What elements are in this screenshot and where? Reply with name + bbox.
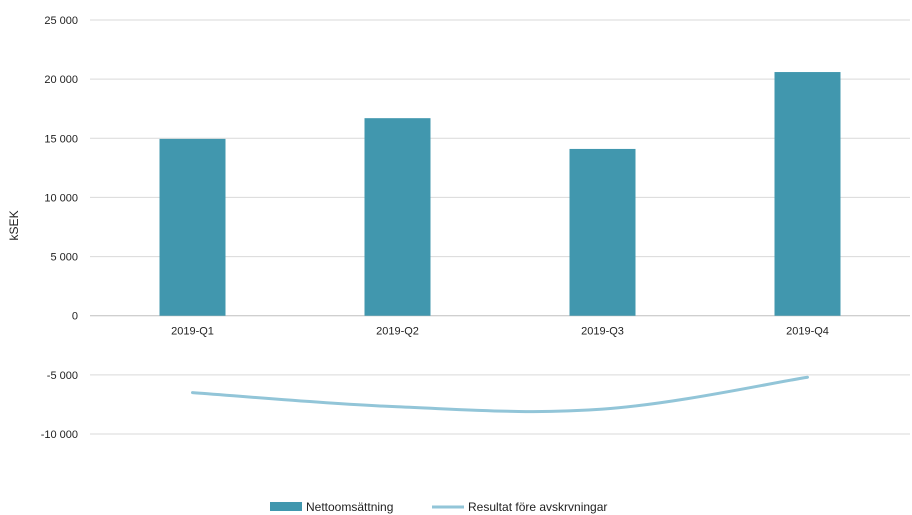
x-axis-ticks: 2019-Q1 2019-Q2 2019-Q3 2019-Q4: [171, 326, 829, 338]
y-tick-label: -5 000: [47, 370, 78, 382]
y-tick-label: 20 000: [44, 74, 78, 86]
legend-label-nettoomsattning: Nettoomsättning: [306, 500, 393, 514]
line-resultat: [191, 375, 809, 414]
y-tick-label: 5 000: [50, 252, 78, 264]
y-axis-ticks: 25 000 20 000 15 000 10 000 5 000 0 -5 000 -10 …: [41, 15, 78, 441]
bar-2019-q4: [774, 72, 841, 316]
x-tick-label: 2019-Q3: [581, 326, 624, 338]
x-tick-label: 2019-Q4: [786, 326, 829, 338]
x-tick-label: 2019-Q2: [376, 326, 419, 338]
y-axis-label: kSEK: [7, 210, 21, 240]
legend-swatch-nettoomsattning: [270, 502, 302, 511]
bar-series: [159, 72, 841, 316]
legend-label-resultat: Resultat före avskrvningar: [468, 500, 607, 514]
y-tick-label: 10 000: [44, 192, 78, 204]
y-tick-label: 15 000: [44, 133, 78, 145]
bar-2019-q1: [159, 138, 226, 316]
y-tick-label: 25 000: [44, 15, 78, 27]
y-tick-label: 0: [72, 311, 78, 323]
x-tick-label: 2019-Q1: [171, 326, 214, 338]
y-tick-label: -10 000: [41, 429, 78, 441]
line-series: [191, 375, 809, 414]
bar-2019-q2: [364, 118, 431, 316]
gridlines: [90, 19, 910, 435]
legend: Nettoomsättning Resultat före avskrvning…: [270, 500, 607, 514]
bar-2019-q3: [569, 148, 636, 316]
